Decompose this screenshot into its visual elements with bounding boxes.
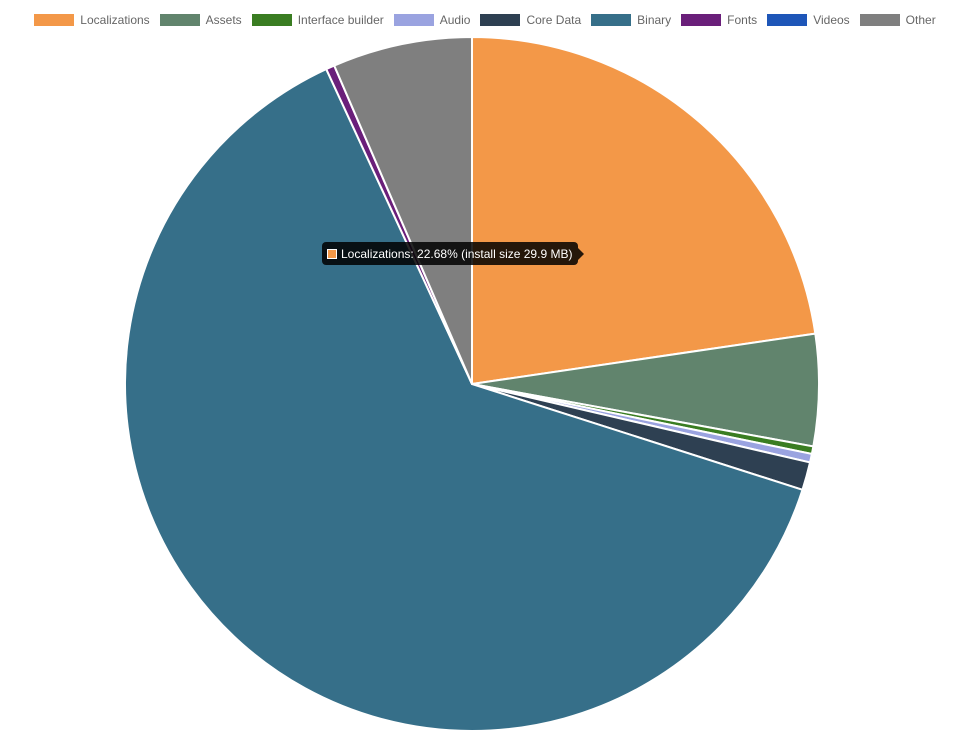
tooltip-swatch	[327, 248, 337, 259]
legend-swatch	[480, 14, 521, 26]
legend-label: Binary	[637, 13, 672, 27]
legend-item-assets[interactable]: Assets	[159, 13, 242, 27]
legend-swatch	[591, 14, 632, 26]
legend-item-other[interactable]: Other	[859, 13, 936, 27]
legend-swatch	[681, 14, 722, 26]
legend-item-localizations[interactable]: Localizations	[34, 13, 150, 27]
legend-swatch	[159, 14, 200, 26]
legend-label: Core Data	[526, 13, 582, 27]
chart-legend: Localizations Assets Interface builder Audi…	[0, 12, 970, 28]
legend-swatch	[393, 14, 434, 26]
legend-label: Localizations	[80, 13, 150, 27]
legend-swatch	[859, 14, 900, 26]
legend-swatch	[767, 14, 808, 26]
legend-item-binary[interactable]: Binary	[591, 13, 671, 27]
legend-item-fonts[interactable]: Fonts	[681, 13, 757, 27]
pie-slice-binary[interactable]	[124, 68, 804, 732]
legend-label: Videos	[813, 13, 850, 27]
legend-label: Assets	[205, 13, 242, 27]
chart-tooltip: Localizations: 22.68% (install size 29.9…	[322, 242, 585, 265]
legend-item-videos[interactable]: Videos	[767, 13, 850, 27]
legend-label: Interface builder	[297, 13, 384, 27]
legend-swatch	[34, 14, 75, 26]
legend-label: Other	[905, 13, 936, 27]
legend-label: Fonts	[727, 13, 758, 27]
legend-item-interface-builder[interactable]: Interface builder	[251, 13, 384, 27]
legend-item-audio[interactable]: Audio	[393, 13, 471, 27]
pie-slice-localizations[interactable]	[471, 36, 817, 385]
legend-swatch	[251, 14, 292, 26]
tooltip-text: Localizations: 22.68% (install size 29.9…	[341, 246, 573, 261]
legend-label: Audio	[439, 13, 471, 27]
legend-item-core-data[interactable]: Core Data	[480, 13, 581, 27]
pie-slice-other[interactable]	[333, 36, 473, 385]
